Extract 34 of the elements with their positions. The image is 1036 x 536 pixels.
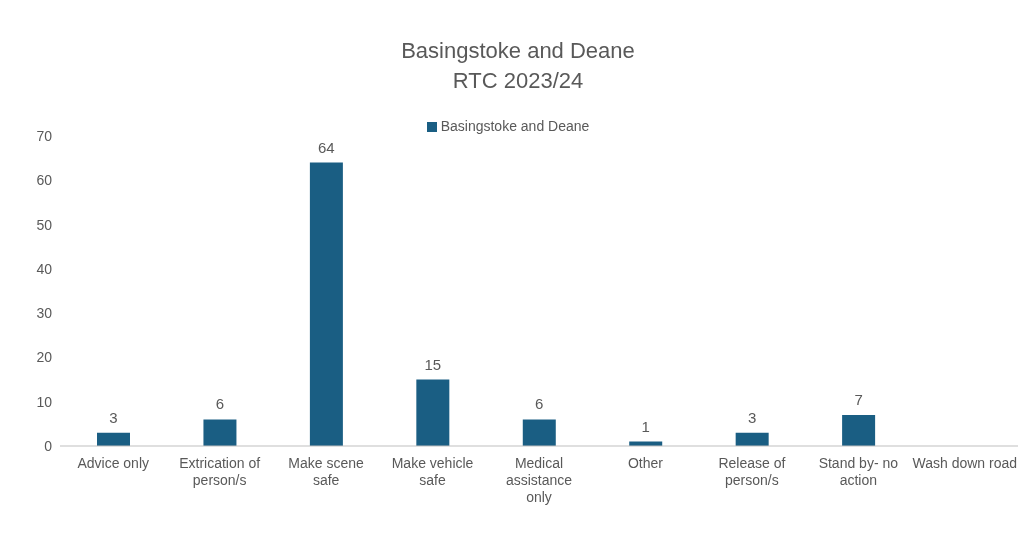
bar bbox=[735, 432, 769, 446]
data-label: 1 bbox=[641, 417, 650, 435]
legend-label: Basingstoke and Deane bbox=[440, 118, 590, 134]
y-tick-label: 10 bbox=[36, 393, 53, 410]
x-tick-label: Extrication of person/s bbox=[179, 455, 261, 488]
y-tick-label: 0 bbox=[44, 437, 53, 454]
y-tick-label: 50 bbox=[36, 216, 53, 233]
bar bbox=[97, 432, 130, 446]
y-tick-label: 40 bbox=[36, 260, 53, 277]
chart-title: Basingstoke and Deane RTC 2023/24 bbox=[400, 37, 636, 95]
data-label: 15 bbox=[424, 355, 442, 373]
x-tick-label: Make vehicle safe bbox=[391, 455, 474, 488]
data-label: 6 bbox=[215, 395, 225, 413]
x-tick-label: Other bbox=[627, 455, 664, 471]
bar bbox=[203, 419, 237, 446]
data-label: 7 bbox=[854, 391, 863, 408]
x-tick-label: Wash down road bbox=[912, 455, 1018, 471]
x-tick-label: Advice only bbox=[77, 455, 150, 471]
data-label: 3 bbox=[109, 408, 118, 426]
y-tick-label: 20 bbox=[36, 349, 53, 366]
data-label: 64 bbox=[318, 138, 335, 156]
y-tick-label: 60 bbox=[36, 172, 53, 189]
x-tick-label: Medical assistance only bbox=[505, 455, 573, 505]
y-tick-label: 70 bbox=[36, 127, 53, 144]
bar bbox=[522, 419, 556, 446]
x-tick-label: Release of person/s bbox=[718, 455, 786, 488]
bar bbox=[309, 162, 343, 446]
x-tick-label: Stand by- no action bbox=[818, 455, 899, 488]
data-label: 3 bbox=[747, 408, 757, 426]
x-tick-label: Make scene safe bbox=[288, 455, 365, 488]
y-tick-label: 30 bbox=[36, 305, 53, 322]
data-label: 6 bbox=[535, 395, 544, 413]
bar bbox=[416, 379, 450, 446]
bar bbox=[842, 415, 876, 446]
